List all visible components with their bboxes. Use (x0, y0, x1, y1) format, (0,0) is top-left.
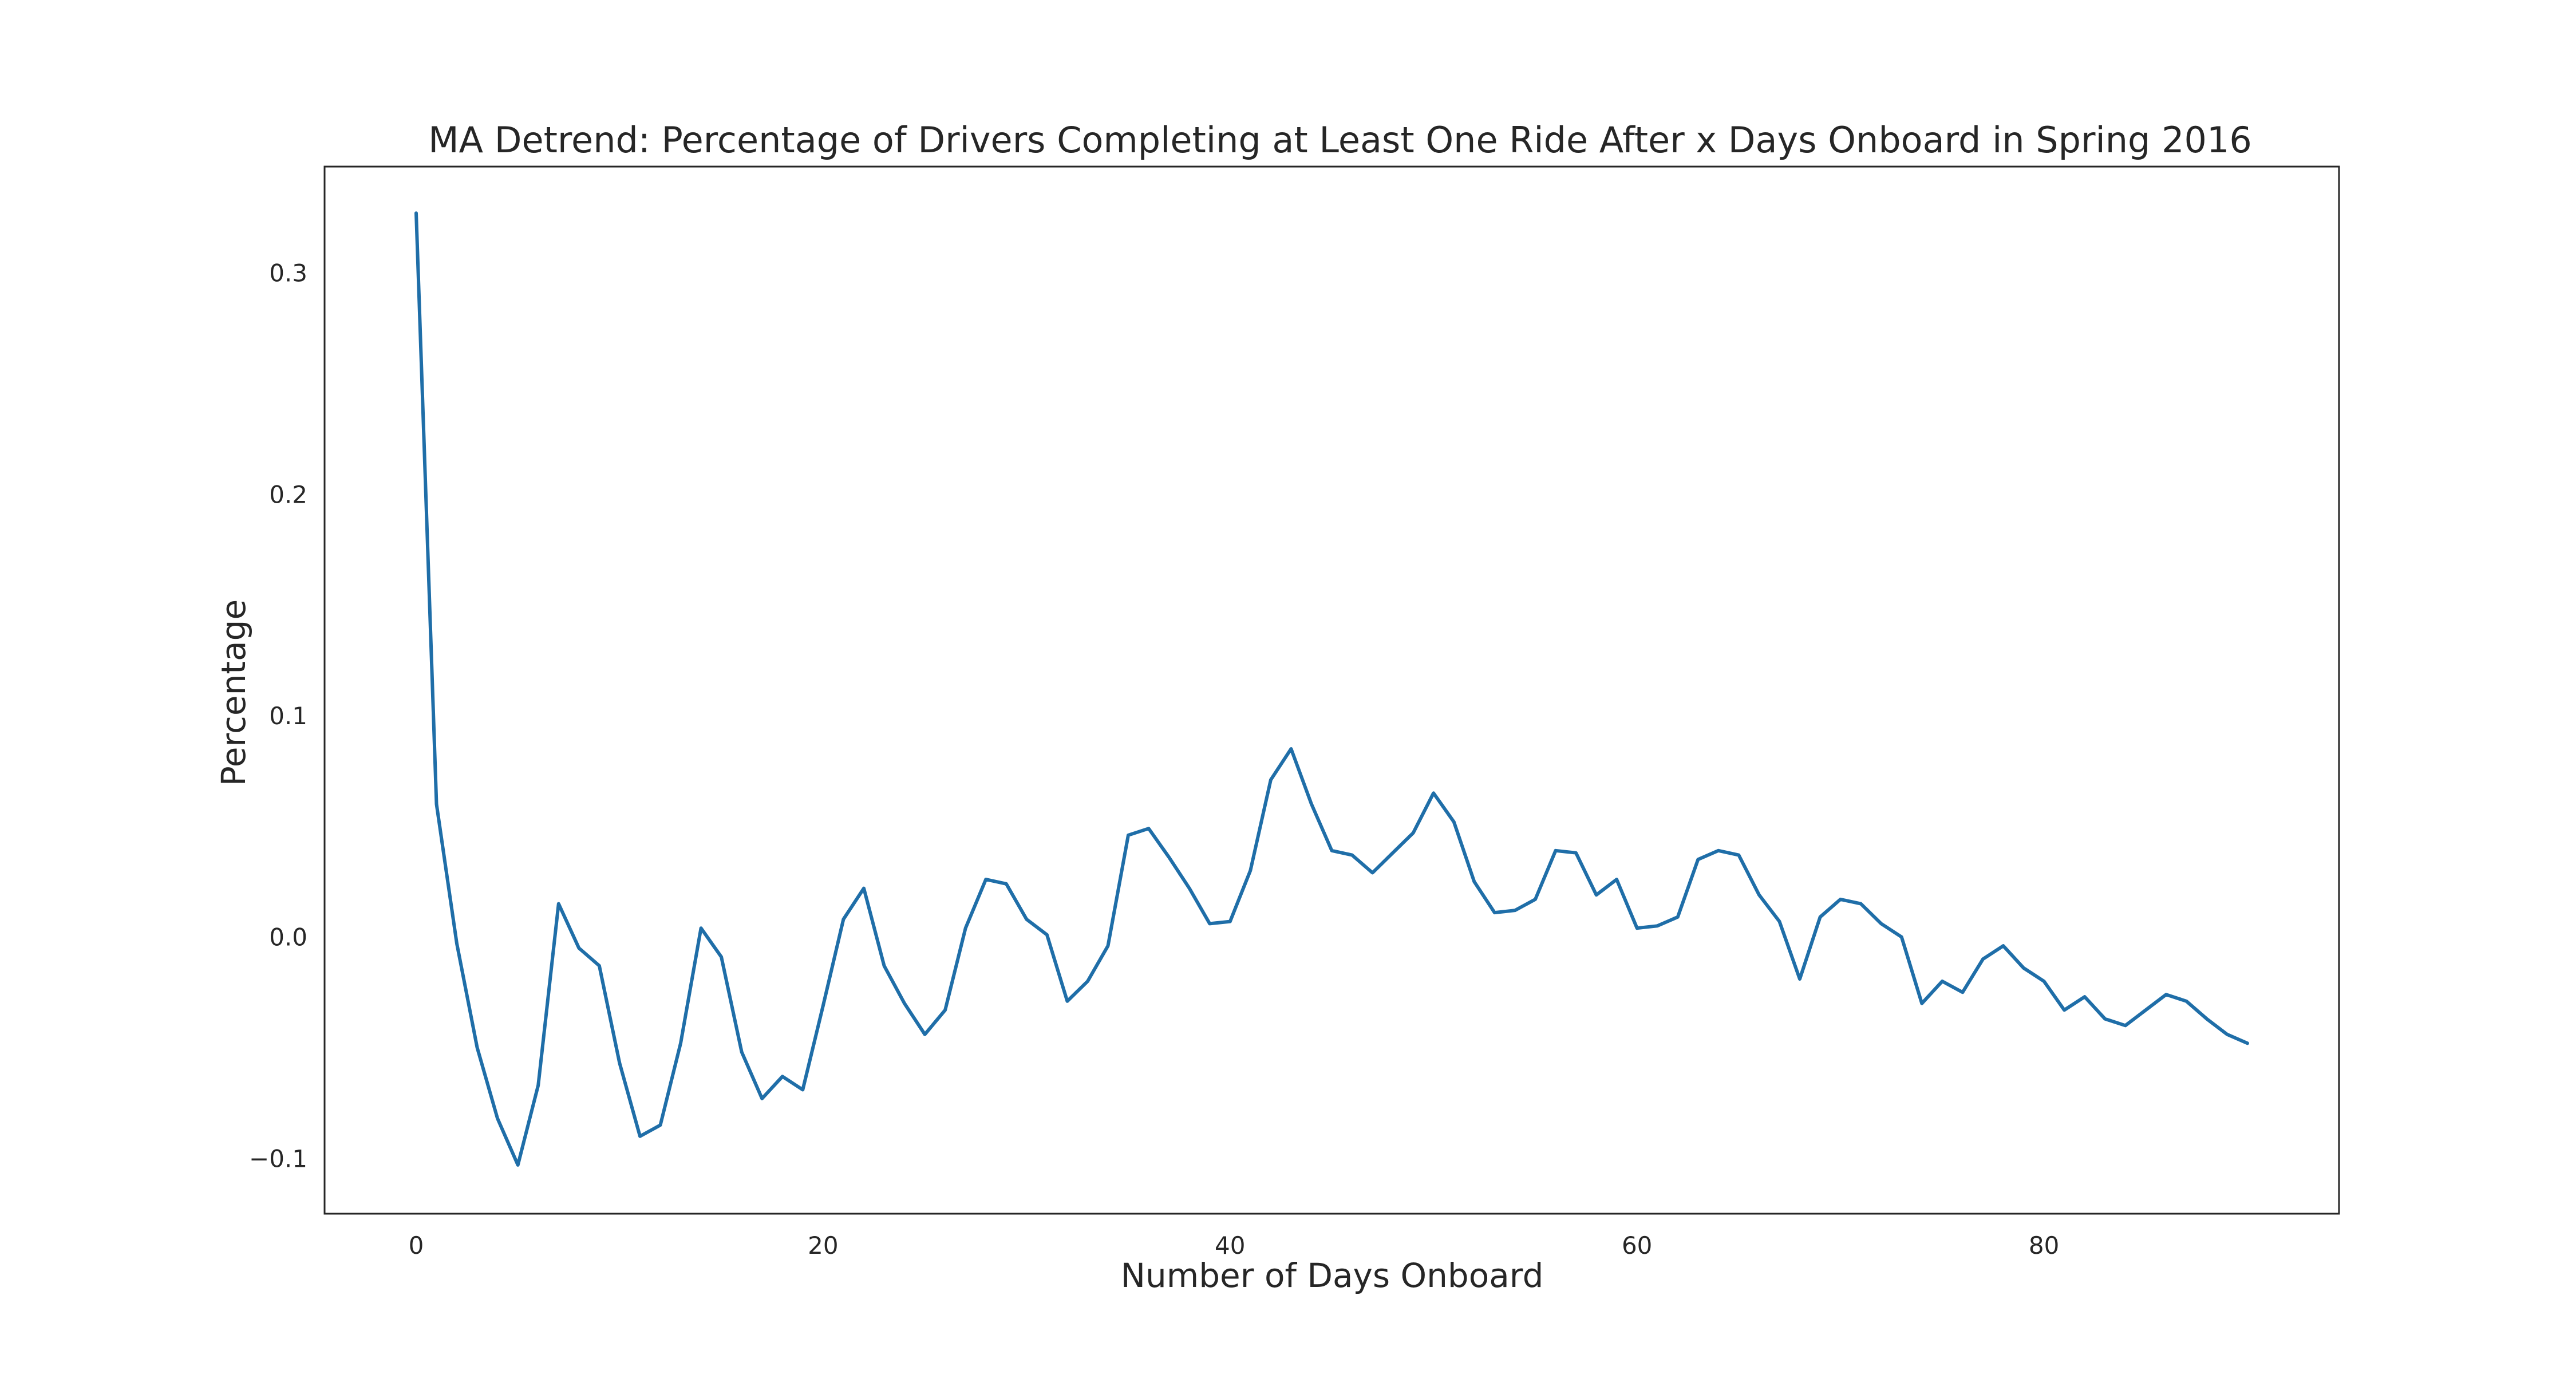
x-axis-ticks: 0 20 40 60 80 (409, 1231, 2060, 1260)
y-tick-label: −0.1 (249, 1144, 307, 1172)
x-tick-label: 20 (808, 1231, 838, 1260)
x-axis-label: Number of Days Onboard (1121, 1256, 1544, 1295)
y-tick-label: 0.3 (269, 259, 307, 287)
x-tick-label: 60 (1622, 1231, 1652, 1260)
x-tick-label: 0 (409, 1231, 424, 1260)
chart-title: MA Detrend: Percentage of Drivers Comple… (428, 119, 2252, 161)
y-tick-label: 0.1 (269, 702, 307, 730)
x-tick-label: 40 (1215, 1231, 1245, 1260)
plot-area-frame (323, 165, 2340, 1215)
y-tick-label: 0.0 (269, 923, 307, 951)
y-axis-label: Percentage (214, 599, 253, 786)
x-tick-label: 80 (2029, 1231, 2059, 1260)
y-tick-label: 0.2 (269, 480, 307, 508)
series-line (414, 211, 2249, 1167)
y-axis-ticks: −0.1 0.0 0.1 0.2 0.3 (249, 259, 307, 1173)
